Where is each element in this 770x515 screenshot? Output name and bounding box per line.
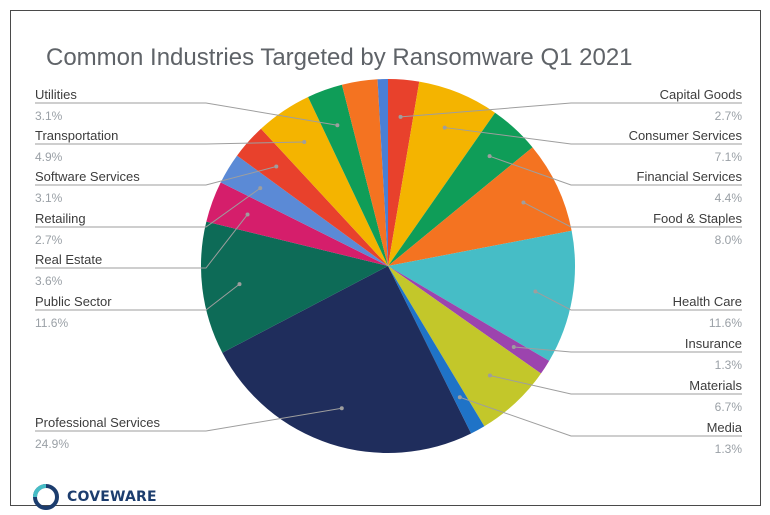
leader-dot (521, 200, 526, 205)
slice-label: Utilities (35, 87, 77, 102)
leader-dot (487, 373, 492, 378)
slice-value: 3.1% (35, 109, 63, 123)
slice-value: 2.7% (35, 233, 63, 247)
leader-line (489, 155, 742, 186)
slice-capital-goods (388, 79, 420, 266)
slice-label: Media (707, 420, 743, 435)
slice-media (388, 266, 485, 434)
leader-line (444, 127, 742, 145)
slice-value: 24.9% (35, 437, 69, 451)
slice-unlabeled-15 (341, 79, 388, 266)
slice-value: 8.0% (715, 233, 743, 247)
leader-line (489, 375, 742, 395)
slice-value: 1.3% (715, 358, 743, 372)
slice-label: Food & Staples (653, 211, 742, 226)
slice-label: Real Estate (35, 252, 102, 267)
leader-dot (457, 395, 462, 400)
leader-dot (339, 406, 344, 411)
leader-line (35, 187, 261, 228)
slice-value: 6.7% (715, 400, 743, 414)
leader-dot (398, 114, 403, 119)
leader-line (35, 214, 248, 269)
chart-title: Common Industries Targeted by Ransomware… (46, 44, 633, 71)
leader-line (523, 202, 742, 228)
slice-value: 3.6% (35, 274, 63, 288)
slice-value: 1.3% (715, 442, 743, 456)
slice-label: Insurance (685, 336, 742, 351)
slice-health-care (388, 230, 576, 361)
leader-dot (335, 123, 340, 128)
slice-label: Financial Services (637, 169, 743, 184)
chart-frame: Common Industries Targeted by Ransomware… (10, 10, 761, 510)
slice-value: 7.1% (715, 150, 743, 164)
leader-dot (487, 154, 492, 159)
leader-line (35, 283, 240, 311)
slice-unlabeled-16 (377, 79, 388, 266)
slice-utilities (308, 84, 388, 266)
slice-value: 2.7% (715, 109, 743, 123)
slice-financial-services (388, 112, 533, 266)
slice-transportation (261, 96, 388, 266)
slice-value: 4.9% (35, 150, 63, 164)
leader-dot (302, 140, 307, 145)
leader-line (35, 407, 342, 432)
coveware-logo: COVEWARE (31, 481, 157, 513)
slice-food-and-staples (388, 147, 572, 266)
leader-line (35, 141, 305, 145)
slice-label: Consumer Services (629, 128, 743, 143)
slice-real-estate (206, 182, 388, 266)
slice-insurance (388, 266, 550, 374)
leader-line (400, 102, 742, 118)
leader-dot (245, 212, 250, 217)
slice-consumer-services (388, 81, 496, 267)
slice-value: 11.6% (35, 316, 68, 330)
leader-dot (237, 282, 242, 287)
slice-label: Materials (689, 378, 742, 393)
slice-retailing (220, 155, 388, 266)
leader-dot (274, 164, 279, 169)
slice-label: Retailing (35, 211, 86, 226)
slice-software-services (237, 128, 388, 266)
pie-chart: Capital Goods 2.7% Consumer Services 7.1% Fi… (35, 79, 743, 456)
slice-label: Health Care (673, 294, 742, 309)
leader-dot (258, 186, 263, 191)
coveware-ring-icon (33, 484, 59, 510)
slice-label: Transportation (35, 128, 118, 143)
slice-value: 3.1% (35, 191, 63, 205)
slice-materials (388, 266, 541, 427)
slice-label: Capital Goods (660, 87, 743, 102)
leader-dot (442, 125, 447, 130)
leader-line (459, 396, 742, 437)
slice-label: Professional Services (35, 415, 160, 430)
logo-text: COVEWARE (67, 489, 157, 505)
leader-dot (511, 345, 516, 350)
slice-professional-services (222, 266, 472, 454)
leader-line (535, 291, 742, 311)
slice-public-sector (201, 221, 388, 353)
leader-line (35, 165, 277, 186)
leader-line (35, 102, 338, 126)
slice-value: 4.4% (715, 191, 743, 205)
leader-dot (533, 289, 538, 294)
leader-line (513, 346, 742, 353)
slice-value: 11.6% (709, 316, 742, 330)
slice-label: Software Services (35, 169, 140, 184)
slice-label: Public Sector (35, 294, 112, 309)
